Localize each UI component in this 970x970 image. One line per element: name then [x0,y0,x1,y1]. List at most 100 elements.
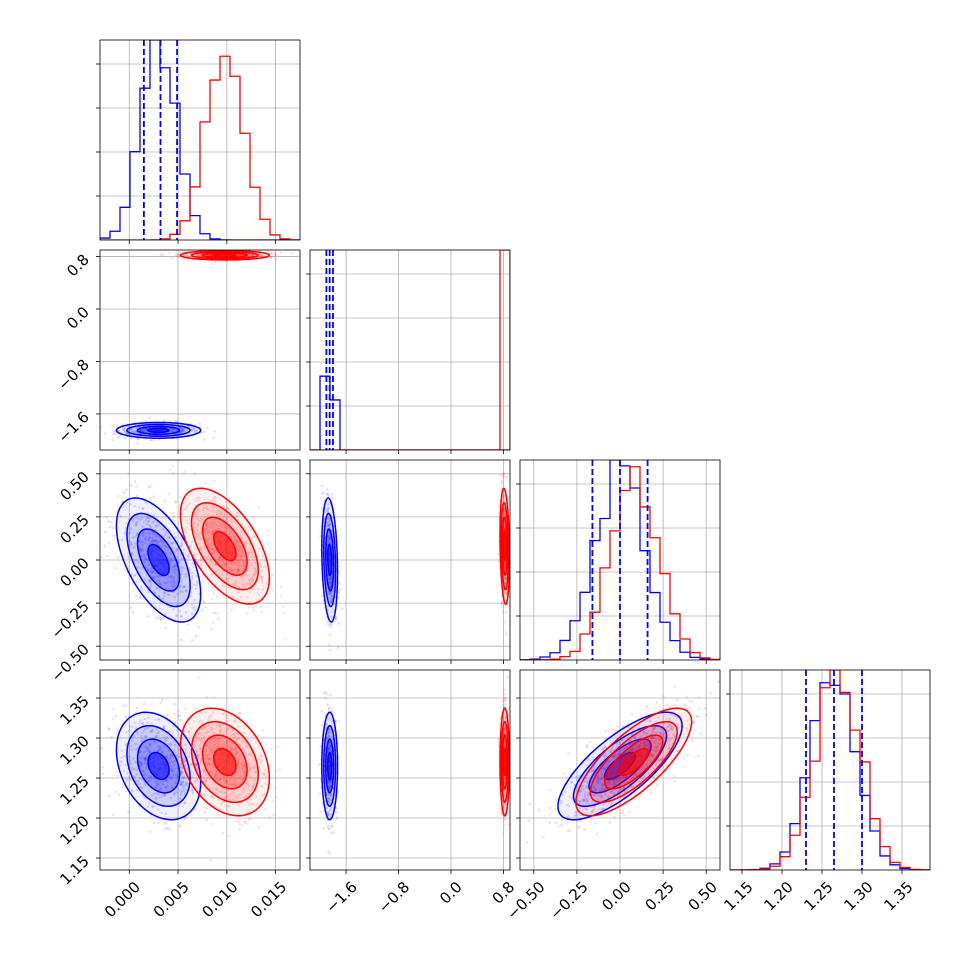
scatter-point [213,774,217,777]
scatter-point [236,750,239,754]
scatter-point [503,591,506,595]
scatter-point [198,747,202,751]
scatter-point [111,717,115,721]
scatter-point [168,536,171,540]
scatter-point [237,560,240,564]
panel-3-1: −1.6 −0.8 0.0 0.8 [306,669,518,917]
scatter-point [185,526,188,529]
scatter-point [328,787,331,791]
scatter-point [143,554,146,558]
scatter-point [226,742,230,745]
scatter-point [190,427,194,431]
panel-1-1 [306,249,511,454]
scatter-point [211,253,214,257]
scatter-point [138,764,142,768]
scatter-point [216,744,219,748]
scatter-point [224,714,228,717]
scatter-point [175,740,178,743]
scatter-point [205,556,209,559]
scatter-point [243,769,247,773]
contour-line [321,711,339,821]
scatter-point [179,797,182,801]
scatter-point [175,549,179,552]
scatter-point [260,575,264,579]
scatter-point [150,438,154,442]
scatter-point [210,552,214,555]
scatter-point [145,765,148,769]
scatter-point [144,501,148,505]
scatter-point [249,582,252,586]
scatter-point [274,557,278,561]
scatter-point [242,584,246,588]
scatter-point [238,564,241,567]
scatter-point [223,563,226,567]
scatter-point [183,743,187,746]
scatter-point [179,770,183,774]
scatter-point [260,611,264,614]
scatter-point [337,552,341,555]
scatter-point [231,569,234,573]
scatter-point [319,810,323,813]
scatter-point [198,422,202,426]
scatter-point [326,824,330,827]
scatter-point [164,738,168,742]
scatter-point [328,648,332,652]
scatter-point [211,263,214,266]
scatter-point [124,743,128,747]
scatter-point [172,740,176,743]
scatter-point [240,547,244,550]
scatter-point [133,479,137,483]
scatter-point [205,743,208,746]
contour-line [500,501,510,591]
scatter-point [204,539,208,542]
scatter-point [171,430,175,433]
scatter-point [131,757,135,760]
scatter-point [225,779,229,782]
scatter-point [218,777,222,781]
scatter-point [149,579,152,583]
scatter-point [154,572,158,575]
scatter-point [129,606,133,610]
scatter-point [173,428,177,431]
scatter-point [214,772,217,776]
scatter-point [169,551,172,555]
scatter-point [328,578,331,581]
scatter-point [206,557,210,560]
scatter-point [248,803,252,807]
scatter-point [271,251,274,255]
scatter-point [329,625,332,629]
scatter-point [130,427,133,431]
scatter-point [260,576,264,580]
scatter-point [186,497,189,500]
contour-line [324,738,335,794]
scatter-point [154,785,158,788]
scatter-point [327,539,331,543]
scatter-point [183,801,187,804]
scatter-point [135,772,139,776]
scatter-point [248,753,252,757]
scatter-point [205,523,209,527]
scatter-point [167,251,171,255]
scatter-point [330,577,333,581]
scatter-point [210,521,213,524]
scatter-point [229,531,232,534]
scatter-point [196,732,200,736]
scatter-point [214,739,218,743]
scatter-point [320,484,324,488]
scatter-point [328,519,331,522]
scatter-point [148,535,151,539]
scatter-point [180,615,183,618]
scatter-point [143,427,147,431]
scatter-point [144,428,147,431]
scatter-point [135,485,138,488]
contour-line [201,734,248,790]
scatter-point [237,253,241,257]
scatter-point [140,585,143,589]
scatter-point [240,577,244,580]
scatter-point [151,575,155,579]
scatter-point [221,745,225,749]
scatter-point [228,528,232,531]
scatter-point [502,507,506,511]
scatter-point [135,788,139,792]
